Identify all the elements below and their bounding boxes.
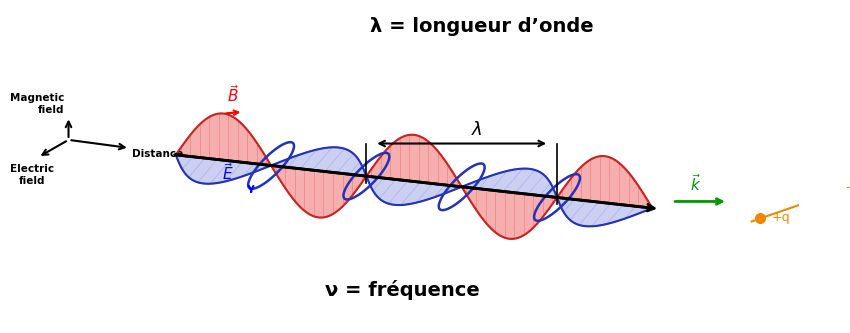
Polygon shape [271, 147, 366, 176]
Text: +q: +q [772, 211, 791, 224]
Polygon shape [557, 156, 652, 208]
Text: $\vec{E}$: $\vec{E}$ [222, 163, 233, 183]
Text: $\vec{k}$: $\vec{k}$ [690, 173, 702, 194]
Polygon shape [176, 155, 271, 184]
Text: -q: -q [846, 181, 850, 194]
Polygon shape [462, 168, 557, 197]
Polygon shape [271, 166, 366, 217]
Polygon shape [557, 197, 652, 226]
Text: λ = longueur d’onde: λ = longueur d’onde [370, 17, 593, 36]
Polygon shape [176, 114, 271, 166]
Text: Electric
field: Electric field [10, 165, 54, 186]
Text: λ: λ [473, 121, 483, 139]
Polygon shape [366, 135, 462, 187]
Polygon shape [366, 176, 462, 205]
Text: Magnetic
field: Magnetic field [10, 93, 65, 115]
Text: $\vec{B}$: $\vec{B}$ [227, 84, 239, 105]
Text: ν = fréquence: ν = fréquence [325, 280, 479, 300]
Text: Distance: Distance [133, 149, 184, 159]
Polygon shape [462, 187, 557, 239]
